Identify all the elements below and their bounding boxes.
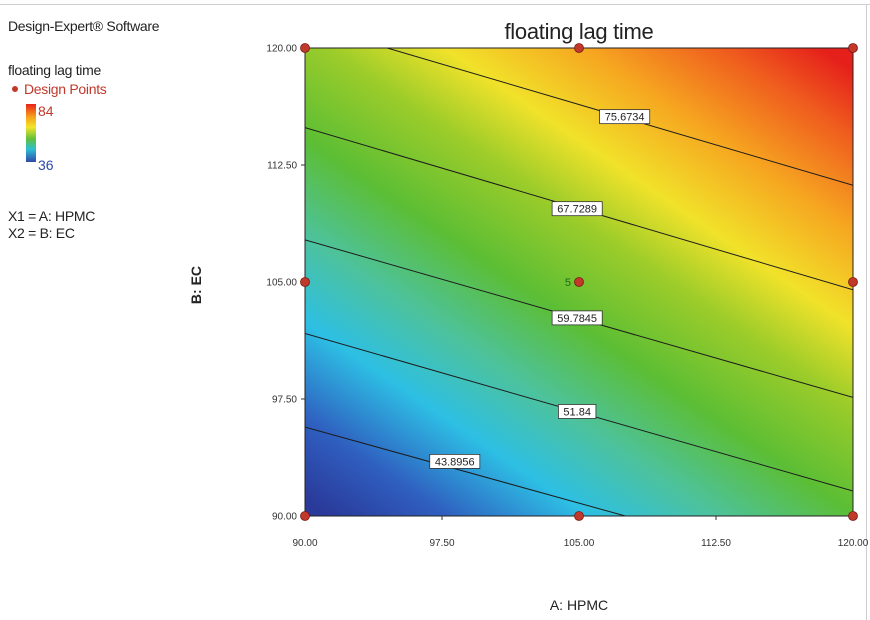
color-scale-high: 84 (38, 103, 54, 119)
design-points-label: Design Points (24, 81, 107, 97)
color-scale-low: 36 (38, 157, 54, 173)
x-axis-label: A: HPMC (549, 597, 609, 613)
design-point (574, 511, 584, 521)
design-points-legend: Design Points (8, 81, 107, 97)
design-point-marker-icon (12, 86, 18, 93)
design-point (300, 43, 310, 53)
contour-label-box (599, 109, 651, 125)
design-point (574, 43, 584, 53)
response-name: floating lag time (8, 62, 101, 78)
design-point (574, 277, 584, 287)
design-point (300, 277, 310, 287)
contour-line (305, 426, 628, 516)
contour-label-box (551, 310, 603, 326)
software-name: Design-Expert® Software (8, 18, 160, 34)
x-tick-label: 105.00 (564, 538, 595, 549)
color-scale-bar (26, 104, 36, 162)
y-tick-label: 97.50 (272, 395, 297, 406)
x-tick-label: 112.50 (701, 538, 731, 549)
y-tick-label: 120.00 (266, 44, 297, 55)
contour-label-box (551, 201, 603, 217)
design-point (300, 511, 310, 521)
contour-label-box (558, 404, 597, 419)
design-point (848, 511, 858, 521)
contour-label: 75.6734 (605, 112, 645, 124)
frame-top-border (0, 4, 870, 5)
y-tick-label: 90.00 (272, 512, 297, 523)
design-point (848, 43, 858, 53)
x-tick-label: 97.50 (429, 538, 454, 549)
contour-label: 43.8956 (435, 456, 475, 468)
y-tick-label: 105.00 (266, 278, 297, 289)
y-tick-label: 112.50 (267, 161, 297, 172)
factor-x2: X2 = B: EC (8, 225, 75, 241)
design-point-replicate-count: 5 (565, 277, 571, 289)
contour-label: 51.84 (563, 406, 591, 418)
factor-x1: X1 = A: HPMC (8, 208, 96, 224)
design-point (848, 277, 858, 287)
contour-label: 67.7289 (557, 204, 597, 216)
x-tick-label: 120.00 (838, 538, 869, 549)
frame-right-border (866, 4, 867, 620)
chart-title: floating lag time (504, 19, 654, 44)
contour-label-box (429, 453, 481, 469)
contour-label: 59.7845 (557, 313, 597, 325)
x-tick-label: 90.00 (292, 538, 317, 549)
